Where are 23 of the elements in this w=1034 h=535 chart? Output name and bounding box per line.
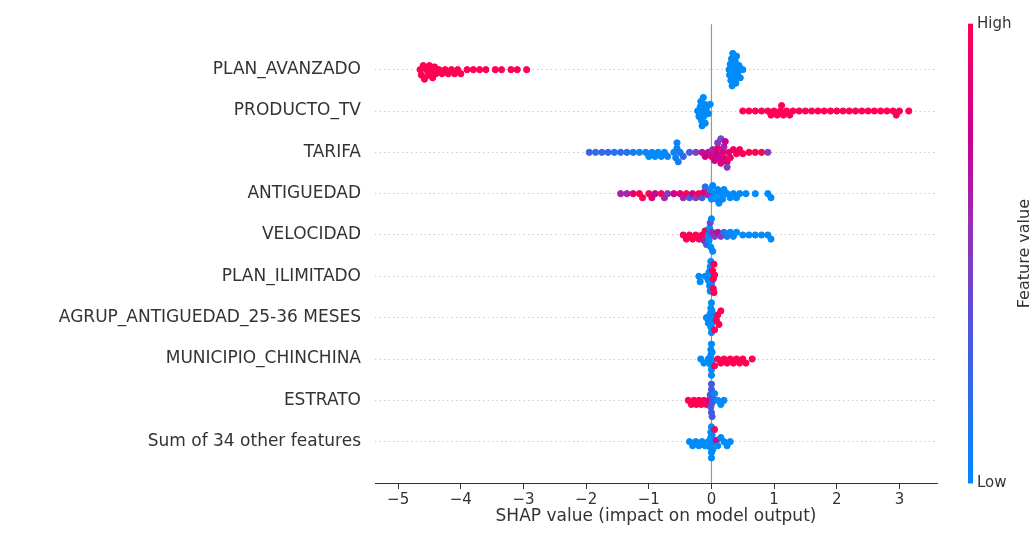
y-tick-label: ANTIGUEDAD — [247, 182, 361, 203]
x-tick-label: −3 — [512, 489, 535, 508]
x-tick-label: −1 — [637, 489, 660, 508]
color-bar-title: Feature value — [1014, 198, 1034, 309]
y-tick-label: Sum of 34 other features — [147, 430, 362, 451]
x-tick-label: 2 — [831, 489, 842, 508]
y-tick-label: ESTRATO — [283, 388, 361, 409]
y-tick-label: AGRUP_ANTIGUEDAD_25-36 MESES — [58, 306, 361, 328]
x-tick-label: −5 — [387, 489, 410, 508]
color-bar-label: Low — [977, 472, 1007, 491]
y-tick-label: PLAN_ILIMITADO — [221, 264, 361, 286]
x-tick-label: 1 — [769, 489, 779, 508]
x-tick-label: 0 — [706, 489, 717, 508]
x-tick-label: −4 — [449, 489, 472, 508]
x-tick-label: 3 — [894, 489, 905, 508]
y-tick-label: VELOCIDAD — [261, 223, 361, 244]
y-tick-label: PRODUCTO_TV — [233, 99, 362, 121]
x-axis-title: SHAP value (impact on model output) — [495, 505, 817, 526]
y-tick-label: TARIFA — [302, 140, 362, 161]
y-tick-label: MUNICIPIO_CHINCHINA — [165, 347, 362, 369]
color-bar-label: High — [977, 14, 1012, 33]
y-tick-label: PLAN_AVANZADO — [212, 58, 361, 80]
x-tick-label: −2 — [575, 489, 598, 508]
